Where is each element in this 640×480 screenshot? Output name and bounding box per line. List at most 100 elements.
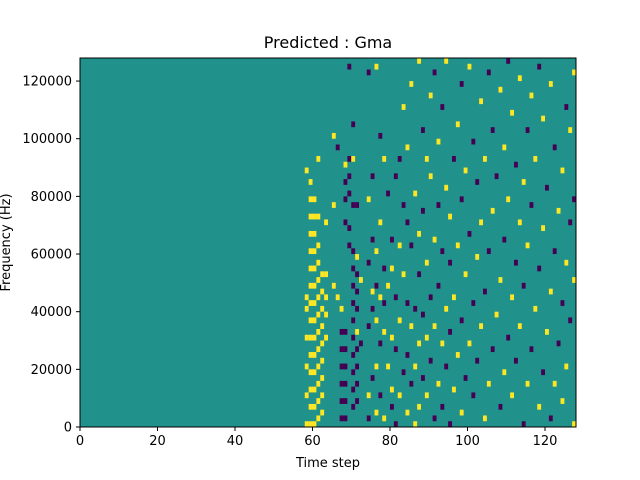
heatmap-cell xyxy=(382,265,387,272)
heatmap-cell xyxy=(355,328,360,335)
heatmap-cell xyxy=(355,271,360,278)
y-tick-label: 20000 xyxy=(31,363,72,378)
heatmap-cell xyxy=(568,127,573,133)
heatmap-cell xyxy=(440,248,445,255)
heatmap-cell xyxy=(556,340,561,347)
heatmap-cell xyxy=(366,69,371,76)
heatmap-cell xyxy=(351,352,356,358)
heatmap-cell xyxy=(510,392,515,399)
heatmap-cell xyxy=(316,415,321,422)
heatmap-cell xyxy=(351,282,356,289)
heatmap-cell xyxy=(529,346,534,353)
heatmap-cell xyxy=(572,277,577,283)
heatmap-cell xyxy=(339,305,344,312)
heatmap-cell xyxy=(316,294,321,301)
heatmap-cell xyxy=(347,63,352,70)
heatmap-cell xyxy=(308,403,313,410)
heatmap-cell xyxy=(370,288,375,295)
heatmap-cell xyxy=(502,236,507,243)
heatmap-cell xyxy=(486,248,491,255)
y-tick-label: 120000 xyxy=(22,75,72,90)
heatmap-cell xyxy=(533,305,538,312)
heatmap-cell xyxy=(320,340,325,347)
heatmap-cell xyxy=(541,115,546,122)
heatmap-cell xyxy=(312,196,317,203)
heatmap-cell xyxy=(320,375,325,381)
heatmap-cell xyxy=(355,346,360,353)
heatmap-cell xyxy=(339,328,344,335)
heatmap-cell xyxy=(548,81,553,87)
heatmap-cell xyxy=(413,190,418,197)
heatmap-cell xyxy=(417,230,422,237)
heatmap-cell xyxy=(525,127,530,133)
heatmap-cell xyxy=(347,190,352,197)
heatmap-cell xyxy=(479,219,484,226)
heatmap-cell xyxy=(355,254,360,260)
heatmap-cell xyxy=(366,415,371,422)
heatmap-cell xyxy=(459,81,464,87)
heatmap-cell xyxy=(351,369,356,376)
heatmap-cell xyxy=(304,167,309,174)
heatmap-cell xyxy=(355,202,360,208)
heatmap-cell xyxy=(355,288,360,295)
x-tick-label: 0 xyxy=(76,434,84,449)
heatmap-cell xyxy=(347,173,352,180)
heatmap-cell xyxy=(382,415,387,422)
heatmap-cell xyxy=(529,202,534,208)
heatmap-cell xyxy=(390,403,394,410)
heatmap-cell xyxy=(312,421,317,427)
y-tick-label: 100000 xyxy=(22,132,72,147)
heatmap-cell xyxy=(324,271,329,278)
heatmap-cell xyxy=(401,202,406,208)
heatmap-cell xyxy=(382,328,387,335)
heatmap-cell xyxy=(312,352,317,358)
heatmap-cell xyxy=(324,219,329,226)
heatmap-cell xyxy=(560,398,565,404)
heatmap-cell xyxy=(378,294,383,301)
heatmap-cell xyxy=(378,132,383,139)
heatmap-cell xyxy=(486,69,491,76)
heatmap-cell xyxy=(459,317,464,324)
heatmap-cell xyxy=(521,282,526,289)
heatmap-cell xyxy=(312,300,317,306)
heatmap-cell xyxy=(339,398,344,404)
heatmap-cell xyxy=(374,409,379,416)
heatmap-cell xyxy=(312,386,317,393)
heatmap-cell xyxy=(556,207,561,214)
heatmap-cell xyxy=(386,282,391,289)
heatmap-cell xyxy=(455,352,460,358)
heatmap-cell xyxy=(370,375,375,381)
heatmap-cell xyxy=(312,334,317,341)
heatmap-cell xyxy=(343,346,348,353)
heatmap-cell xyxy=(374,317,379,324)
heatmap-cell xyxy=(564,363,569,370)
heatmap-cell xyxy=(339,380,344,387)
heatmap-cell xyxy=(502,144,507,151)
heatmap-cell xyxy=(351,300,356,306)
heatmap-cell xyxy=(339,415,344,422)
heatmap-cell xyxy=(428,92,433,99)
heatmap-cell xyxy=(537,403,542,410)
heatmap-cell xyxy=(343,380,348,387)
heatmap-cell xyxy=(517,219,522,226)
x-tick-label: 80 xyxy=(382,434,399,449)
heatmap-cell xyxy=(417,271,422,278)
y-tick-label: 80000 xyxy=(31,190,72,205)
heatmap-cell xyxy=(308,282,313,289)
heatmap-cell xyxy=(452,156,456,162)
heatmap-cell xyxy=(424,259,429,266)
heatmap-cell xyxy=(506,196,511,203)
heatmap-cell xyxy=(393,294,398,301)
y-tick-label: 40000 xyxy=(31,305,72,320)
heatmap-cell xyxy=(436,282,441,289)
heatmap-cell xyxy=(339,363,344,370)
heatmap-cell xyxy=(312,282,317,289)
heatmap-cell xyxy=(444,58,449,64)
heatmap-cell xyxy=(506,58,511,64)
heatmap-cell xyxy=(386,363,391,370)
heatmap-cell xyxy=(529,92,534,99)
heatmap-cell xyxy=(448,421,453,427)
heatmap-cell xyxy=(316,213,321,220)
heatmap-cell xyxy=(486,380,491,387)
heatmap-cell xyxy=(366,323,371,329)
